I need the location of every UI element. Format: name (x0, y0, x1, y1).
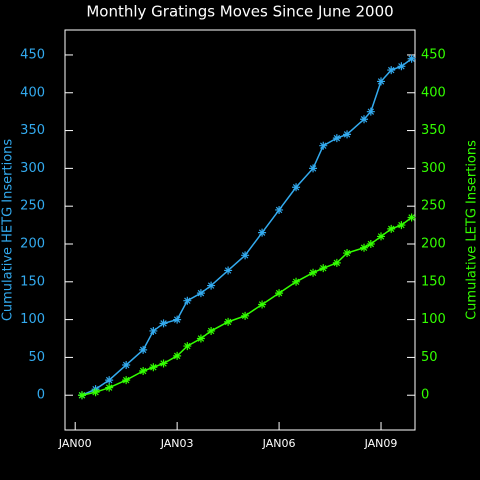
marker (275, 289, 284, 298)
marker (377, 232, 386, 241)
y-tick-label: 400 (20, 85, 45, 100)
y-tick-label: 300 (20, 161, 45, 176)
marker (332, 258, 341, 267)
y2-axis-label: Cumulative LETG Insertions (465, 140, 480, 320)
marker (241, 311, 250, 320)
x-tick-label: JAN09 (364, 437, 398, 450)
marker (241, 251, 250, 260)
marker (207, 281, 216, 290)
y2-tick-label: 50 (421, 350, 438, 365)
plot-frame (64, 29, 416, 431)
marker (77, 391, 86, 400)
marker (196, 334, 205, 343)
marker (122, 360, 131, 369)
y-tick-label: 200 (20, 236, 45, 251)
x-tick-label: JAN06 (262, 437, 296, 450)
marker (173, 315, 182, 324)
marker (387, 224, 396, 233)
marker (196, 289, 205, 298)
marker (183, 296, 192, 305)
marker (360, 115, 369, 124)
marker (139, 345, 148, 354)
x-tick-label: JAN00 (58, 437, 92, 450)
marker (407, 213, 416, 222)
y-tick-label: 150 (20, 274, 45, 289)
y2-tick-label: 350 (421, 123, 446, 138)
marker (275, 205, 284, 214)
y2-tick-label: 100 (421, 312, 446, 327)
marker (377, 77, 386, 86)
y-axis-label: Cumulative HETG Insertions (1, 139, 16, 322)
chart-title: Monthly Gratings Moves Since June 2000 (86, 3, 393, 21)
y-tick-label: 450 (20, 47, 45, 62)
y2-tick-label: 300 (421, 161, 446, 176)
y-tick-label: 250 (20, 199, 45, 214)
marker (159, 319, 168, 328)
marker (91, 388, 100, 397)
y2-tick-label: 150 (421, 274, 446, 289)
marker (309, 268, 318, 277)
marker (258, 228, 267, 237)
marker (258, 300, 267, 309)
y-tick-label: 100 (20, 312, 45, 327)
marker (397, 62, 406, 71)
y-tick-label: 350 (20, 123, 45, 138)
marker (319, 141, 328, 150)
marker (139, 367, 148, 376)
x-tick-label: JAN03 (160, 437, 194, 450)
marker (149, 363, 158, 372)
marker (105, 383, 114, 392)
marker (224, 317, 233, 326)
marker (292, 277, 301, 286)
marker (105, 376, 114, 385)
y-tick-label: 0 (37, 388, 45, 403)
marker (309, 164, 318, 173)
marker (149, 326, 158, 335)
y-tick-label: 50 (28, 350, 45, 365)
marker (387, 66, 396, 75)
marker (366, 107, 375, 116)
marker (397, 221, 406, 230)
marker (407, 54, 416, 63)
marker (183, 342, 192, 351)
marker (224, 266, 233, 275)
marker (207, 326, 216, 335)
y2-tick-label: 450 (421, 47, 446, 62)
marker (159, 359, 168, 368)
y2-tick-label: 400 (421, 85, 446, 100)
marker (122, 376, 131, 385)
marker (173, 351, 182, 360)
marker (319, 264, 328, 273)
y2-tick-label: 250 (421, 199, 446, 214)
marker (332, 134, 341, 143)
marker (343, 130, 352, 139)
marker (343, 249, 352, 258)
y2-tick-label: 0 (421, 388, 429, 403)
marker (292, 183, 301, 192)
marker (366, 239, 375, 248)
y2-tick-label: 200 (421, 236, 446, 251)
marker (360, 243, 369, 252)
